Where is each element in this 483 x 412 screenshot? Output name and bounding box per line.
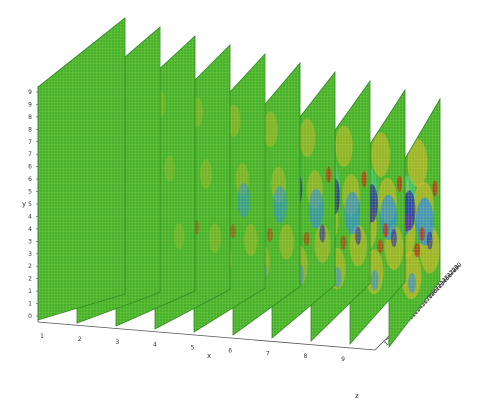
z-tick-label: 21	[431, 285, 441, 295]
z-tick-label: 14	[414, 303, 424, 313]
z-tick-label: 15	[417, 301, 427, 311]
y-tick-label: 6	[28, 164, 32, 171]
z-axis-title: z	[355, 392, 359, 400]
slices-group	[37, 17, 441, 349]
z-tick-label: 30	[453, 261, 463, 271]
y-tick-label: 8	[28, 126, 32, 133]
z-tick-label: 25	[441, 274, 451, 284]
x-axis-title: x	[207, 352, 211, 360]
y-tick-label: 2	[28, 276, 32, 283]
y-tick-label: 0	[28, 313, 32, 320]
z-tick-label: 24	[438, 277, 448, 287]
z-tick-label: 16	[419, 298, 429, 308]
y-tick-label: 2	[28, 263, 32, 270]
x-tick-label: 5	[191, 345, 195, 352]
x-tick-label: 4	[153, 342, 157, 349]
z-tick-label: 22	[434, 282, 444, 292]
y-tick-label: 1	[28, 288, 32, 295]
y-tick-label: 1	[28, 301, 32, 308]
z-tick-label: 18	[424, 293, 434, 303]
y-tick-label: 3	[28, 251, 32, 258]
slice-field	[38, 18, 125, 320]
y-tick-label: 6	[28, 176, 32, 183]
y-tick-label: 4	[28, 226, 32, 233]
y-axis-title: y	[22, 200, 26, 208]
x-tick-label: 8	[303, 353, 307, 360]
x-tick-label: 7	[266, 350, 270, 357]
y-tick-label: 4	[28, 213, 32, 220]
x-tick-label: 6	[228, 347, 232, 354]
x-tick-label: 3	[115, 339, 119, 346]
y-tick-label: 5	[28, 189, 32, 196]
z-tick-label: 28	[448, 266, 458, 276]
z-tick-label: 17	[422, 295, 432, 305]
x-axis-line	[37, 321, 376, 351]
y-tick-label: 5	[28, 201, 32, 208]
x-tick-label: 9	[341, 356, 345, 363]
y-tick-label: 7	[28, 139, 32, 146]
z-tick-label: 29	[451, 264, 461, 274]
y-tick-label: 7	[28, 151, 32, 158]
z-tick-label: 27	[446, 269, 456, 279]
z-tick-label: 19	[426, 290, 436, 300]
y-tick-label: 3	[28, 238, 32, 245]
x-tick-label: 1	[40, 333, 44, 340]
slice-outline	[37, 17, 126, 321]
x-tick-label: 2	[78, 336, 82, 343]
z-tick-label: 23	[436, 280, 446, 290]
y-tick-label: 8	[28, 114, 32, 121]
z-tick-label: 1	[383, 340, 390, 348]
z-tick-label: 26	[443, 272, 453, 282]
z-tick-label: 20	[429, 287, 439, 297]
y-tick-label: 9	[28, 89, 32, 96]
slice-plane	[37, 17, 126, 321]
y-tick-label: 9	[28, 101, 32, 108]
